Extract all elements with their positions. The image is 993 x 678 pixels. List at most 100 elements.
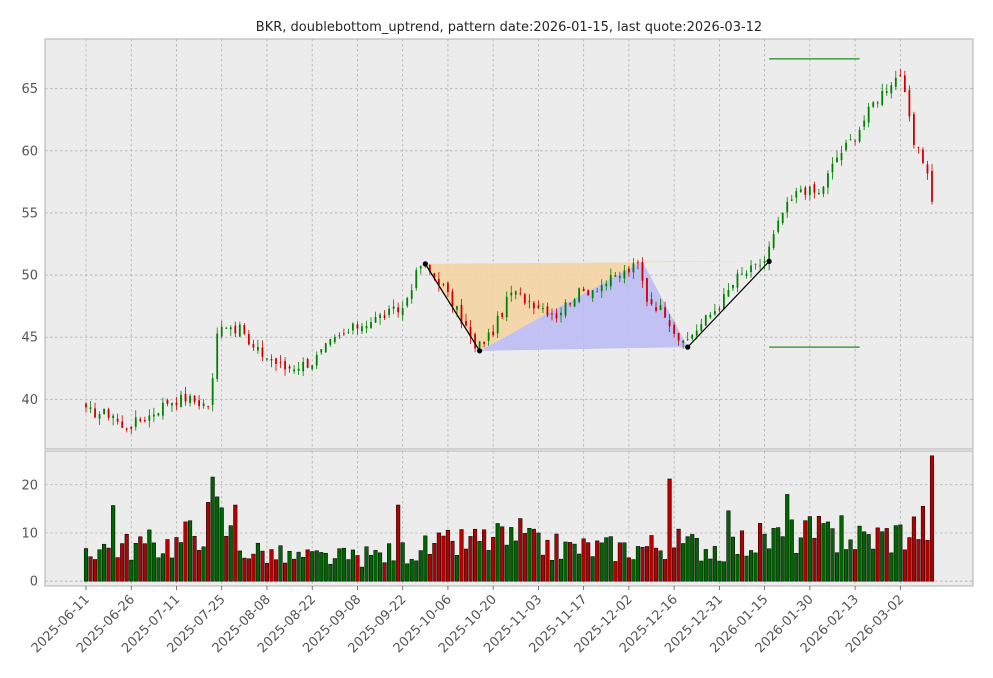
candle-body (677, 333, 680, 341)
candle-body (98, 414, 101, 419)
volume-bar (495, 523, 500, 582)
volume-bar (739, 530, 745, 582)
volume-bar (857, 525, 862, 582)
candle-body (352, 323, 354, 331)
price-tick-label: 60 (21, 144, 38, 159)
candle-body (184, 393, 187, 402)
candle-body (306, 359, 309, 368)
candle-body (876, 102, 879, 104)
candle-body (356, 324, 359, 329)
volume-bar (816, 515, 821, 582)
candle-body (560, 312, 562, 316)
candle-body (632, 263, 635, 273)
volume-bar (183, 521, 188, 582)
candle-body (523, 294, 526, 304)
candle-body (437, 279, 440, 285)
volume-bar (848, 539, 853, 582)
volume-bar (92, 559, 98, 582)
pattern-point (685, 344, 691, 350)
candle-body (849, 139, 852, 141)
candle-body (383, 315, 386, 318)
volume-bar (115, 557, 120, 582)
candle-body (460, 304, 463, 324)
volume-bar (807, 516, 812, 582)
volume-bar (88, 556, 93, 582)
volume-bar (120, 543, 125, 582)
candle-body (152, 414, 155, 417)
candle-body (804, 187, 807, 195)
volume-bar (83, 548, 89, 582)
candle-body (858, 129, 861, 142)
volume-bar (726, 510, 731, 582)
candle-body (614, 275, 617, 277)
volume-bar (427, 554, 432, 582)
volume-bar (151, 542, 156, 582)
volume-bar (224, 535, 229, 582)
candle-body (478, 341, 481, 348)
candle-body (433, 273, 436, 278)
volume-bar (834, 552, 840, 582)
candle-body (379, 314, 381, 318)
volume-bar (916, 539, 921, 582)
volume-bar (590, 556, 595, 582)
candle-body (709, 314, 712, 318)
candle-body (234, 325, 237, 334)
volume-bar (368, 555, 374, 582)
volume-bar (454, 555, 460, 582)
candle-body (492, 331, 495, 336)
candle-body (673, 324, 676, 334)
volume-bar (522, 533, 527, 582)
volume-tick-label: 10 (21, 526, 38, 541)
volume-bar (626, 557, 631, 582)
candle-body (795, 191, 798, 198)
volume-bar (825, 521, 830, 582)
candle-body (266, 358, 268, 360)
volume-bar (893, 525, 898, 582)
candle-body (297, 368, 300, 371)
volume-bar (536, 532, 541, 582)
candle-body (772, 233, 775, 248)
candle-body (365, 326, 368, 329)
candle-body (324, 343, 327, 353)
volume-bar (269, 549, 274, 582)
candle-body (397, 307, 400, 313)
volume-bar (540, 554, 545, 582)
candle-body (727, 289, 730, 297)
volume-bar (192, 536, 197, 582)
candle-body (528, 300, 531, 302)
candle-body (881, 91, 884, 105)
volume-bar (255, 542, 260, 582)
volume-bar (717, 560, 722, 582)
volume-bar (753, 552, 758, 582)
candle-body (85, 403, 87, 408)
candle-body (786, 201, 789, 213)
candle-body (157, 413, 160, 416)
volume-bar (780, 536, 785, 582)
candle-body (257, 346, 259, 351)
volume-bar (445, 529, 450, 582)
candle-body (89, 407, 92, 409)
price-panel (44, 38, 974, 450)
volume-bar (613, 561, 618, 582)
volume-bar (595, 540, 600, 582)
volume-bar (292, 558, 297, 582)
volume-bar (246, 558, 251, 582)
candle-body (469, 327, 472, 337)
volume-bar (278, 545, 283, 582)
candle-body (293, 369, 296, 372)
candle-body (799, 189, 802, 192)
candle-body (781, 212, 784, 224)
volume-bar (880, 531, 885, 582)
volume-bar (504, 544, 509, 582)
volume-bar (165, 539, 170, 582)
candle-body (415, 270, 418, 289)
volume-bar (812, 537, 817, 582)
price-tick-label: 65 (21, 82, 38, 97)
volume-bar (382, 562, 387, 582)
volume-bar (599, 542, 604, 582)
candle-body (392, 306, 395, 309)
candle-body (750, 265, 752, 273)
volume-bar (237, 550, 242, 582)
candle-body (315, 354, 318, 366)
volume-bar (586, 542, 591, 582)
